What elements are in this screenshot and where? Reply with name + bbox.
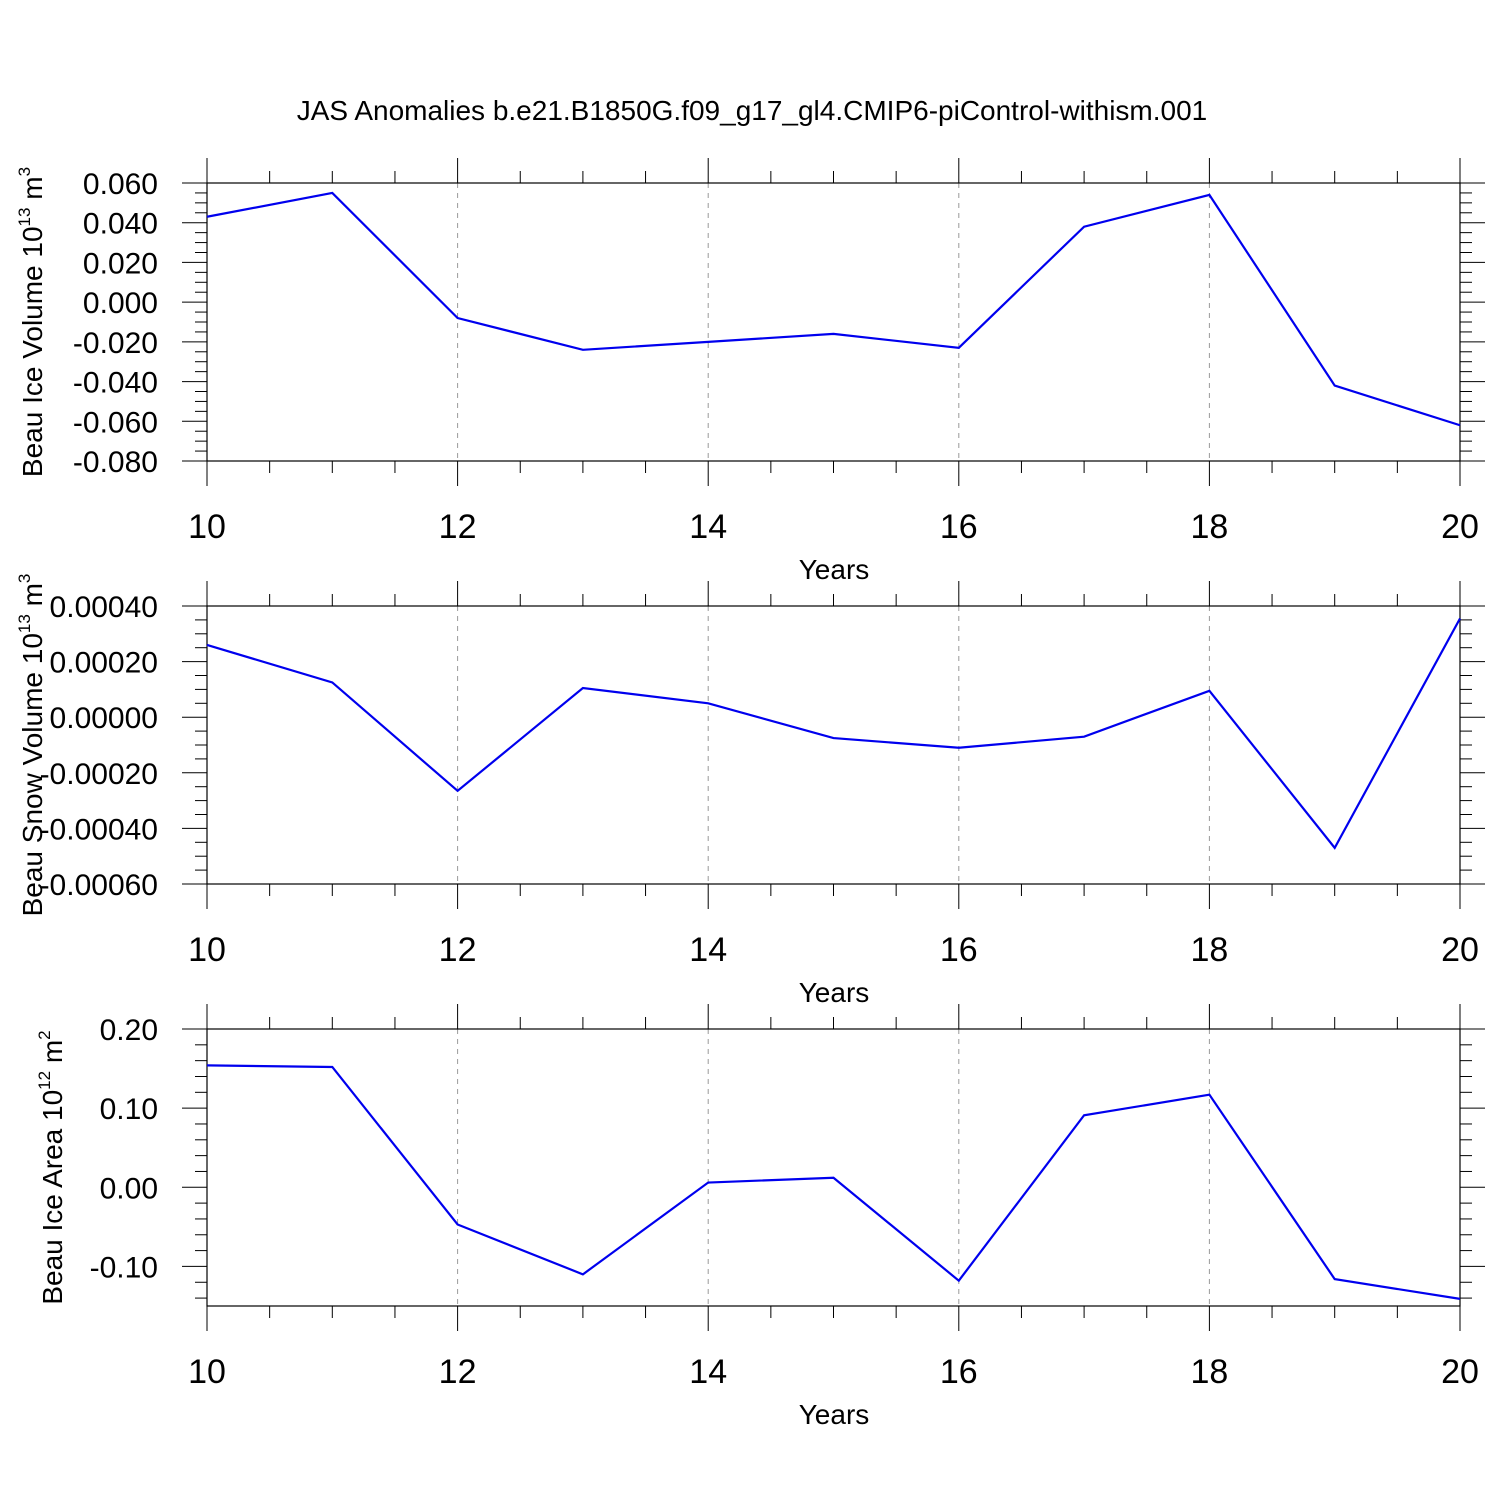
series-line — [206, 1064, 1461, 1300]
data-point — [957, 1279, 960, 1282]
x-axis-label: Years — [799, 554, 870, 585]
plot-frame — [206, 1028, 1461, 1307]
y-axis-label-ylabel-unit-sup: 3 — [15, 167, 34, 176]
y-axis-label-ylabel-unit: m — [17, 176, 48, 207]
data-point — [581, 687, 584, 690]
x-tick-label: 16 — [940, 508, 978, 546]
y-axis-label-ylabel-main: Beau Snow Volume 10 — [17, 633, 48, 916]
y-axis-label-ylabel-sup: 13 — [15, 208, 34, 227]
data-point — [832, 332, 835, 335]
x-tick-label: 12 — [439, 931, 477, 969]
y-tick-label: -0.060 — [73, 406, 158, 439]
x-tick-label: 18 — [1190, 931, 1228, 969]
y-tick-label: -0.020 — [73, 327, 158, 360]
y-axis-label-ylabel-sup: 13 — [15, 614, 34, 633]
y-tick-label: 0.00000 — [50, 702, 158, 735]
y-axis-label-ylabel-sup: 12 — [35, 1071, 54, 1090]
data-point — [456, 317, 459, 320]
x-tick-label: 20 — [1441, 508, 1479, 546]
data-point — [1208, 689, 1211, 692]
data-point — [331, 681, 334, 684]
x-tick-label: 14 — [689, 931, 727, 969]
y-tick-label: 0.00040 — [50, 591, 158, 624]
series-line — [206, 191, 1461, 427]
y-tick-label: -0.080 — [73, 446, 158, 479]
y-tick-label: 0.00 — [100, 1172, 158, 1205]
y-axis-label-ylabel-unit-sup: 3 — [15, 574, 34, 583]
x-tick-label: 10 — [188, 508, 226, 546]
data-point — [1208, 193, 1211, 196]
x-tick-label: 20 — [1441, 1353, 1479, 1391]
x-tick-label: 20 — [1441, 931, 1479, 969]
data-point — [707, 340, 710, 343]
y-tick-label: 0.20 — [100, 1014, 158, 1047]
x-axis-label: Years — [799, 1399, 870, 1430]
x-tick-label: 14 — [689, 1353, 727, 1391]
data-point — [707, 702, 710, 705]
data-point — [331, 191, 334, 194]
data-point — [707, 1181, 710, 1184]
y-axis-label-ylabel-unit: m — [37, 1040, 68, 1071]
data-point — [206, 643, 209, 646]
data-point — [206, 215, 209, 218]
y-axis-label-ylabel-main: Beau Ice Area 10 — [37, 1090, 68, 1305]
y-tick-label: -0.040 — [73, 367, 158, 400]
data-point — [1083, 225, 1086, 228]
data-point — [957, 346, 960, 349]
data-point — [206, 1064, 209, 1067]
y-tick-label: 0.020 — [83, 247, 158, 280]
data-point — [1459, 424, 1462, 427]
plot-frame — [206, 605, 1461, 885]
x-tick-label: 18 — [1190, 508, 1228, 546]
y-tick-label: 0.00020 — [50, 647, 158, 680]
y-axis-label-ylabel-main: Beau Ice Volume 10 — [17, 226, 48, 477]
x-tick-label: 16 — [940, 931, 978, 969]
y-tick-label: -0.00040 — [40, 813, 158, 846]
data-point — [331, 1065, 334, 1068]
data-point — [832, 1176, 835, 1179]
series-line — [206, 617, 1461, 850]
x-tick-label: 18 — [1190, 1353, 1228, 1391]
data-point — [1083, 735, 1086, 738]
data-point — [456, 1223, 459, 1226]
data-point — [456, 789, 459, 792]
y-axis-label-ylabel-unit-sup: 2 — [35, 1030, 54, 1039]
data-point — [957, 746, 960, 749]
x-tick-label: 12 — [439, 508, 477, 546]
x-tick-label: 10 — [188, 1353, 226, 1391]
data-point — [581, 348, 584, 351]
y-tick-label: -0.00060 — [40, 869, 158, 902]
data-point — [832, 737, 835, 740]
data-point — [1459, 1297, 1462, 1300]
x-tick-label: 10 — [188, 931, 226, 969]
data-point — [1083, 1114, 1086, 1117]
panel-3: 0.20 0.10 0.00 -0.10 10 12 14 16 18 20 Years Beau I… — [35, 1004, 1485, 1430]
data-point — [1333, 846, 1336, 849]
y-tick-label: 0.060 — [83, 168, 158, 201]
y-tick-label: 0.000 — [83, 287, 158, 320]
panel-2: 0.00040 0.00020 0.00000 -0.00020 -0.00040 -0.… — [15, 574, 1485, 1008]
y-axis-label: Beau Ice Area 1012 m2 — [35, 1030, 68, 1304]
plot-frame — [206, 182, 1461, 462]
x-tick-label: 12 — [439, 1353, 477, 1391]
data-point — [581, 1273, 584, 1276]
data-point — [1208, 1093, 1211, 1096]
panel-1: 0.060 0.040 0.020 0.000 -0.020 -0.040 -0.060 -0… — [15, 158, 1485, 585]
y-axis-label-ylabel-unit: m — [17, 583, 48, 614]
y-tick-label: -0.00020 — [40, 758, 158, 791]
y-tick-label: 0.10 — [100, 1093, 158, 1126]
data-point — [1333, 1278, 1336, 1281]
y-tick-label: 0.040 — [83, 208, 158, 241]
data-point — [1459, 617, 1462, 620]
x-tick-label: 16 — [940, 1353, 978, 1391]
chart-title: JAS Anomalies b.e21.B1850G.f09_g17_gl4.C… — [297, 95, 1208, 126]
y-tick-label: -0.10 — [90, 1251, 158, 1284]
x-axis-label: Years — [799, 977, 870, 1008]
x-tick-label: 14 — [689, 508, 727, 546]
data-point — [1333, 384, 1336, 387]
y-axis-label: Beau Ice Volume 1013 m3 — [15, 167, 48, 477]
y-axis-label: Beau Snow Volume 1013 m3 — [15, 574, 48, 917]
